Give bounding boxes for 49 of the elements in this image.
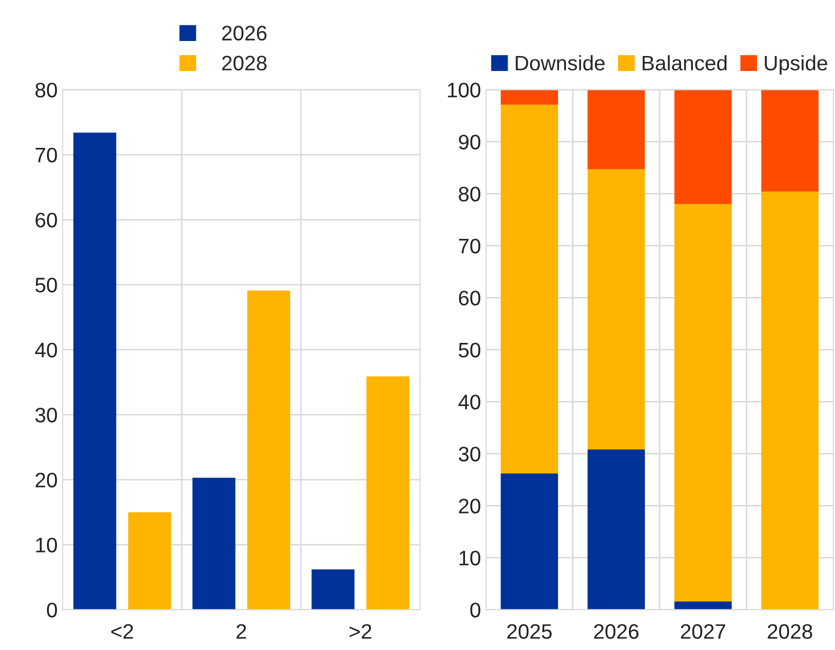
legend-label: 2026 <box>222 26 267 41</box>
y-tick-label: 90 <box>458 134 480 150</box>
bar <box>588 90 645 170</box>
x-tick-label: 2027 <box>680 624 726 639</box>
legend-label: Downside <box>516 55 605 70</box>
bar <box>500 90 558 105</box>
y-tick-label: 40 <box>35 342 57 358</box>
bar <box>73 132 116 610</box>
legend-label: Balanced <box>642 55 727 70</box>
y-tick-label: 60 <box>458 290 480 306</box>
y-tick-label: 10 <box>36 538 57 552</box>
y-tick-label: 30 <box>458 446 480 462</box>
y-tick-label: 40 <box>458 394 480 410</box>
x-tick-label: >2 <box>350 624 372 639</box>
x-tick-label: 2026 <box>594 624 638 639</box>
bar <box>128 512 172 610</box>
y-tick-label: 70 <box>36 148 57 162</box>
x-tick-label: <2 <box>111 624 134 639</box>
x-tick-label: 2025 <box>507 624 552 639</box>
y-tick-label: 0 <box>470 602 480 618</box>
y-tick-label: 10 <box>460 550 480 566</box>
legend-label: 2028 <box>222 56 267 70</box>
bar <box>312 569 354 610</box>
x-tick-label: 2 <box>236 624 246 639</box>
bar <box>192 478 236 610</box>
y-tick-label: 60 <box>36 212 57 228</box>
bar <box>500 473 558 610</box>
y-tick-label: 0 <box>46 602 57 618</box>
y-tick-label: 80 <box>36 82 57 98</box>
y-tick-label: 30 <box>35 408 57 422</box>
bar <box>500 104 558 474</box>
bar <box>674 90 732 204</box>
bar <box>761 90 819 192</box>
bar <box>674 204 732 602</box>
bar <box>366 376 410 610</box>
bar <box>588 169 645 450</box>
y-tick-label: 20 <box>458 498 480 514</box>
x-tick-label: 2028 <box>768 624 812 639</box>
legend-label: Upside <box>764 55 828 75</box>
bar <box>247 290 290 610</box>
y-tick-label: 100 <box>448 82 480 98</box>
bar <box>761 192 819 610</box>
y-tick-label: 70 <box>459 238 480 254</box>
y-tick-label: 50 <box>35 278 57 292</box>
y-tick-label: 80 <box>458 186 480 202</box>
bar <box>674 601 732 610</box>
bar <box>588 450 645 610</box>
y-tick-label: 50 <box>458 342 480 358</box>
y-tick-label: 20 <box>36 472 57 488</box>
